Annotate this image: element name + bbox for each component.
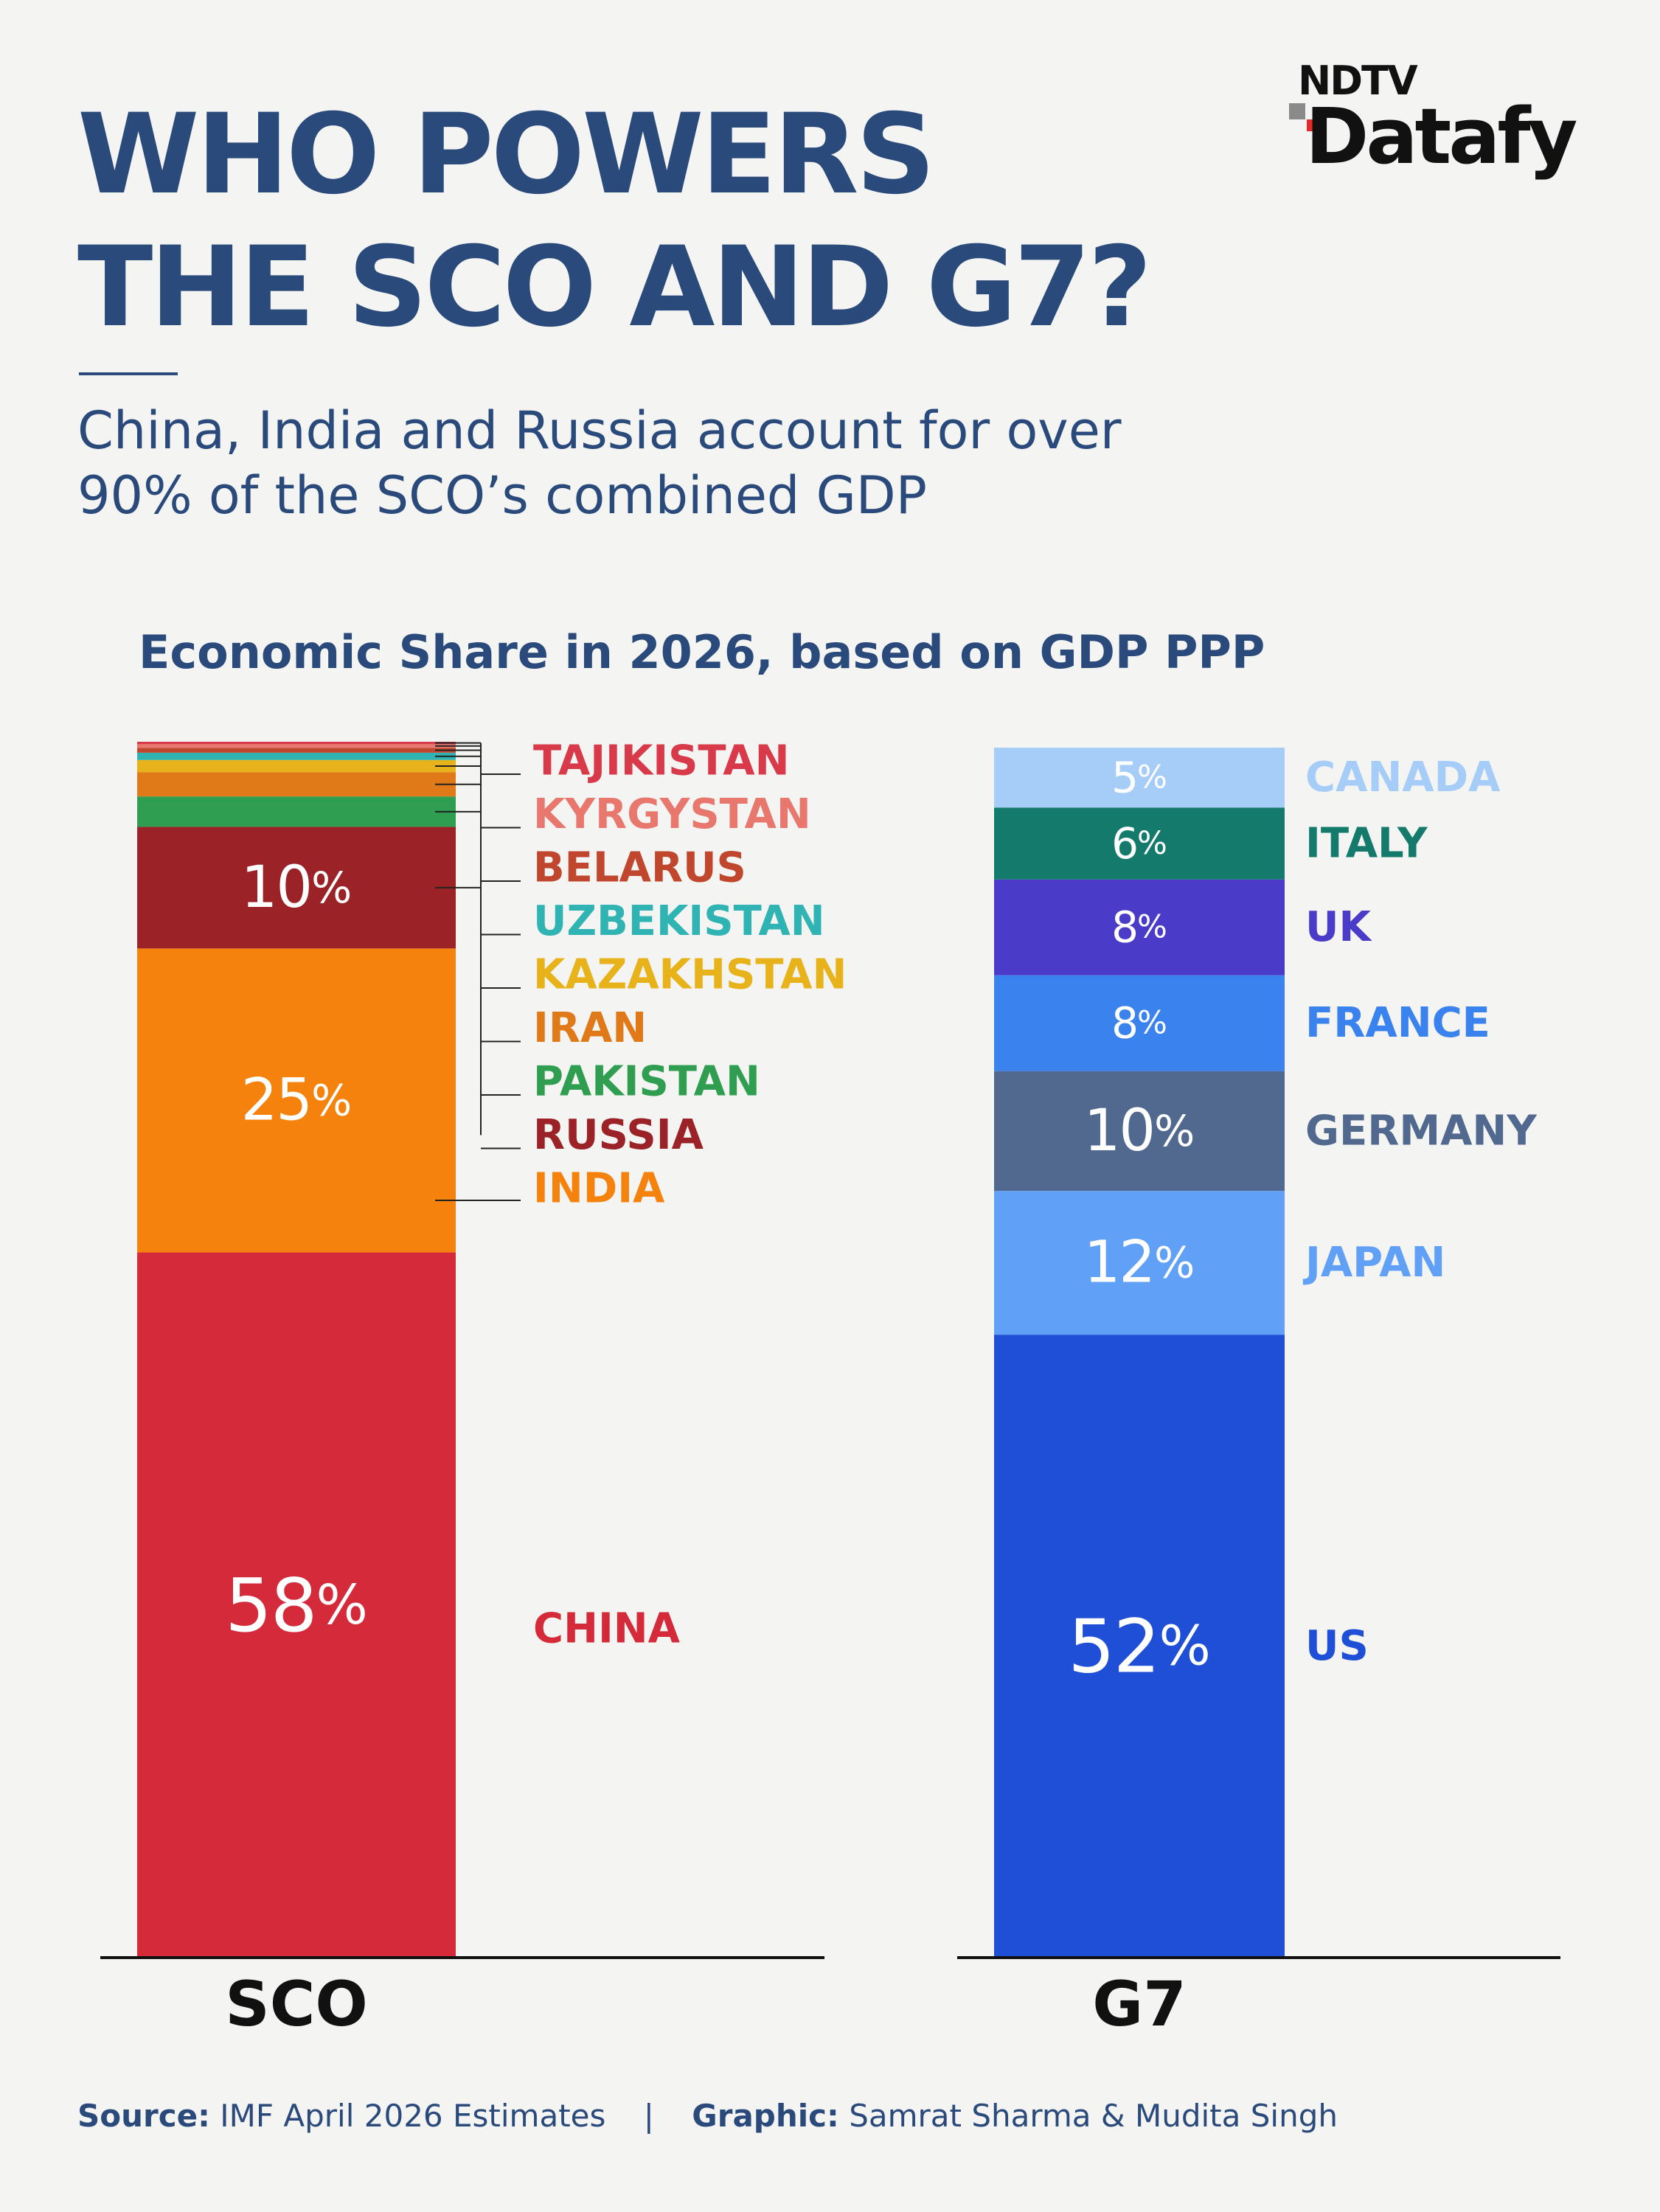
g7-italy-value-label: 6% [1111,818,1167,869]
g7-category-label: G7 [1092,1968,1186,2040]
g7-bar-segment-france [994,975,1285,1071]
g7-bar-segment-us [994,1335,1285,1958]
g7-bar-segment-canada [994,748,1285,808]
subtitle: China, India and Russia account for over… [77,398,1294,528]
sco-bar-segment-belarus [137,748,456,753]
brand-bottom-text: Datafy [1305,91,1577,181]
sco-india-value-label: 25% [241,1067,352,1133]
brand-logo: NDTV Datafy [1283,58,1593,190]
g7-germany-value-label: 10% [1084,1098,1195,1164]
brand-grey-square-icon [1289,103,1305,119]
sco-label-pakistan: PAKISTAN [533,1058,760,1106]
brand-top-text: NDTV [1298,58,1418,104]
g7-bar-segment-uk [994,879,1285,975]
sco-label-belarus: BELARUS [533,844,746,892]
sco-russia-value-label: 10% [241,855,352,921]
footer-separator: | [643,2098,654,2134]
sco-label-uzbekistan: UZBEKISTAN [533,897,825,945]
source-text: IMF April 2026 Estimates [220,2098,606,2134]
g7-label-us: US [1305,1622,1369,1670]
sco-bar-segment-kyrgystan [137,744,456,748]
g7-uk-value-label: 8% [1111,902,1167,953]
footer: Source: IMF April 2026 Estimates | Graph… [77,2098,1338,2134]
sco-label-china: CHINA [533,1605,681,1653]
title-line-1: WHO POWERS [77,91,936,219]
sco-china-value-label: 58% [225,1562,368,1648]
g7-label-uk: UK [1305,903,1372,951]
graphic-text: Samrat Sharma & Mudita Singh [849,2098,1338,2134]
subtitle-line-2: 90% of the SCO’s combined GDP [77,465,927,526]
sco-bar-segment-uzbekistan [137,752,456,760]
g7-canada-value-label: 5% [1111,753,1167,803]
g7-bar-segment-germany [994,1071,1285,1192]
sco-bar-segment-india [137,948,456,1253]
sco-label-tajikistan: TAJIKISTAN [533,737,789,785]
sco-label-india: INDIA [533,1165,665,1213]
page-title: WHO POWERS THE SCO AND G7? [77,88,1152,354]
g7-label-germany: GERMANY [1305,1107,1538,1155]
sco-label-iran: IRAN [533,1004,647,1052]
subtitle-line-1: China, India and Russia account for over [77,400,1122,461]
sco-label-kyrgystan: KYRGYSTAN [533,790,811,838]
sco-bar-segment-iran [137,772,456,797]
g7-label-italy: ITALY [1305,819,1428,867]
g7-bar-segment-japan [994,1191,1285,1335]
title-divider [79,372,178,375]
g7-label-japan: JAPAN [1302,1239,1445,1287]
g7-france-value-label: 8% [1111,998,1167,1048]
sco-category-label: SCO [225,1968,368,2040]
g7-label-france: FRANCE [1305,999,1490,1047]
sco-bar-segment-russia [137,827,456,949]
graphic-label: Graphic: [692,2098,839,2134]
sco-bar-segment-china [137,1252,456,1958]
g7-japan-value-label: 12% [1084,1230,1195,1296]
sco-label-russia: RUSSIA [533,1111,704,1159]
chart-title: Economic Share in 2026, based on GDP PPP [139,625,1265,679]
source-label: Source: [77,2098,210,2134]
sco-bar-segment-pakistan [137,796,456,827]
sco-bar-segment-kazakhstan [137,759,456,773]
sco-label-kazakhstan: KAZAKHSTAN [533,951,847,999]
title-line-2: THE SCO AND G7? [77,223,1152,352]
brand-red-square-icon [1307,119,1319,131]
g7-bar-segment-italy [994,807,1285,880]
g7-us-value-label: 52% [1068,1603,1211,1689]
g7-label-canada: CANADA [1305,754,1501,801]
sco-bar-segment-tajikistan [137,742,456,745]
